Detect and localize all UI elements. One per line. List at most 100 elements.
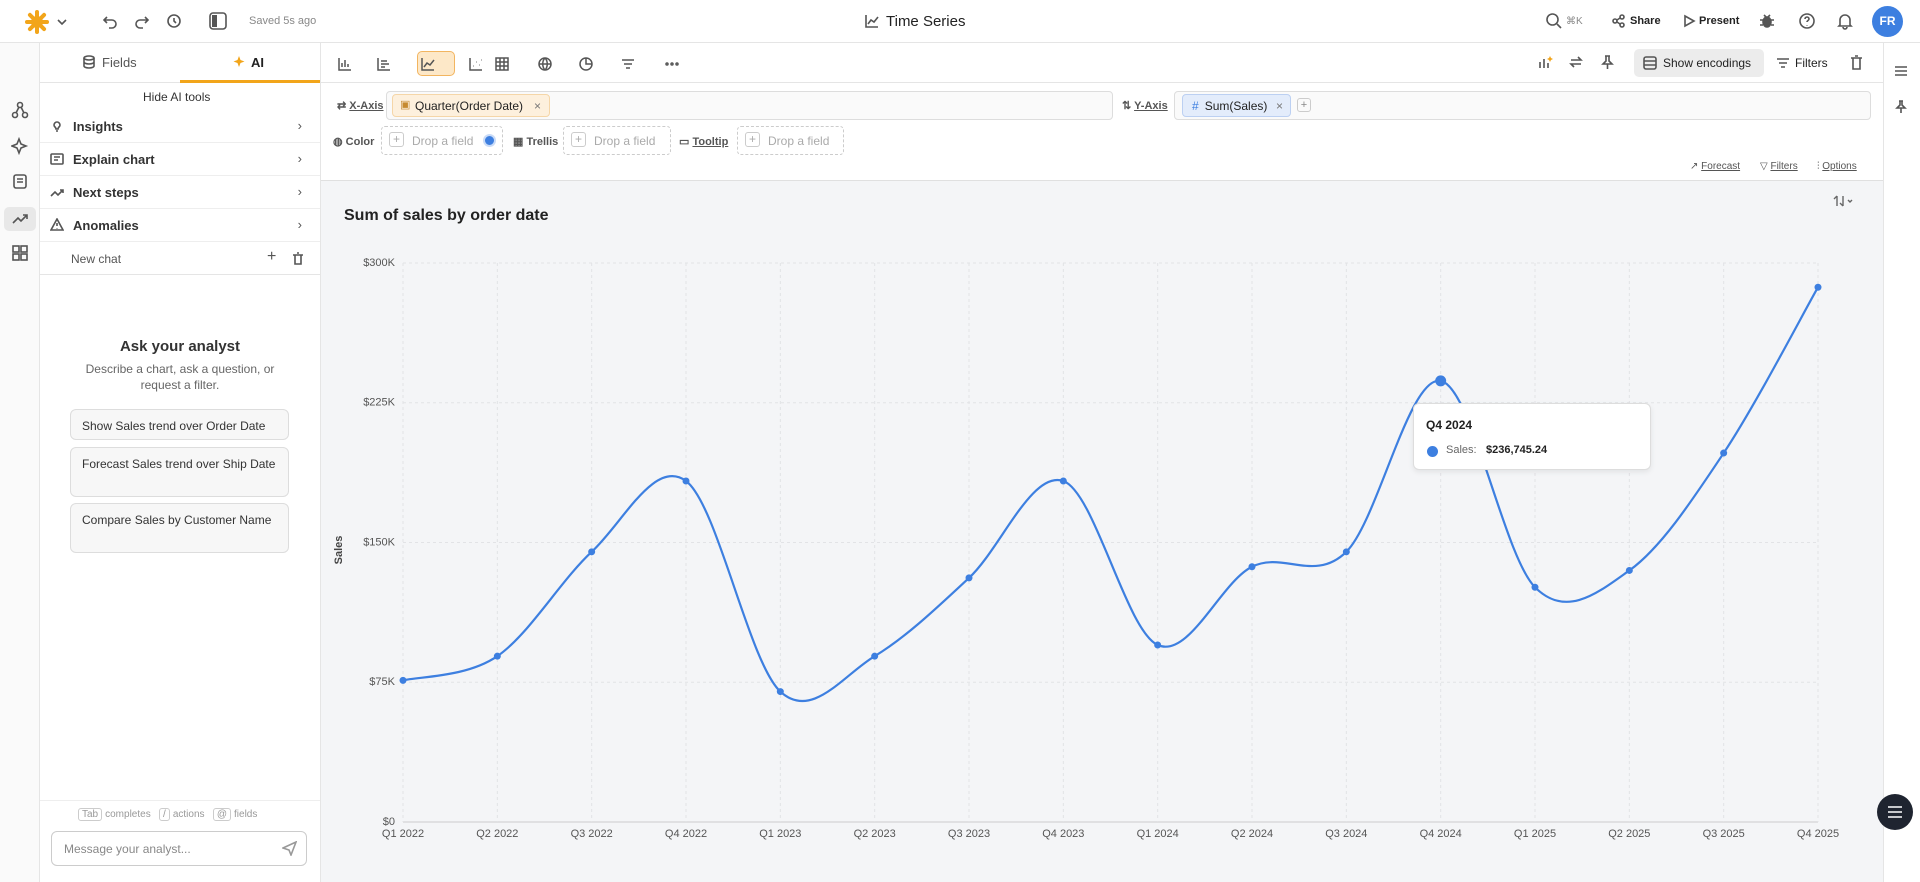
point (1720, 449, 1728, 457)
insights-button[interactable] (1538, 54, 1554, 70)
x-tick-label: Q2 2022 (476, 828, 518, 840)
rail-notes[interactable] (11, 172, 29, 190)
swap-button[interactable] (1568, 54, 1584, 70)
toggle-panel[interactable] (208, 11, 228, 31)
chart-type-icons[interactable] (336, 55, 696, 73)
chart-area (321, 180, 1883, 882)
tab-underline (180, 80, 320, 83)
menu-explain[interactable]: Explain chart › (40, 143, 320, 176)
suggestion[interactable]: Compare Sales by Customer Name (70, 503, 289, 553)
show-encodings-button[interactable]: Show encodings (1634, 49, 1764, 77)
menu-label: Explain chart (73, 152, 155, 167)
x-tick-label: Q3 2025 (1703, 828, 1745, 840)
right-rail-pin[interactable] (1894, 100, 1908, 114)
rail-model[interactable] (11, 101, 29, 119)
history[interactable] (166, 13, 182, 29)
suggestion[interactable]: Forecast Sales trend over Ship Date (70, 447, 289, 497)
forecast-link[interactable]: ↗ Forecast (1690, 161, 1741, 172)
y-axis-label[interactable]: ⇅ Y-Axis (1122, 100, 1168, 112)
x-tick-label: Q1 2022 (382, 828, 424, 840)
ai-icon (233, 56, 245, 67)
drop-text: Drop a field (594, 134, 656, 148)
tooltip-label: Sales: (1446, 444, 1477, 456)
x-tick-label: Q4 2024 (1420, 828, 1462, 840)
show-encodings-label: Show encodings (1663, 56, 1752, 70)
hint-divider (40, 800, 320, 801)
y-tick-label: $150K (363, 536, 395, 548)
debug[interactable] (1758, 12, 1776, 30)
y-axis-text: Y-Axis (1134, 100, 1168, 112)
rail-ai[interactable] (11, 137, 29, 155)
chat-description: Describe a chart, ask a question, or req… (85, 362, 275, 392)
hide-ai-tools[interactable]: Hide AI tools (143, 90, 211, 104)
menu-next-steps[interactable]: Next steps › (40, 176, 320, 209)
point (1342, 548, 1350, 556)
share-icon[interactable] (1612, 14, 1626, 28)
floating-menu[interactable] (1877, 794, 1913, 830)
add-y-field[interactable]: + (1297, 98, 1311, 112)
filters-button[interactable]: Filters (1795, 56, 1828, 70)
present-icon[interactable] (1682, 14, 1696, 28)
point (1625, 566, 1633, 574)
new-chat[interactable]: New chat (71, 252, 122, 266)
rail-chart[interactable] (11, 210, 29, 228)
color-drop[interactable]: + Drop a field (381, 126, 503, 155)
logo-menu[interactable] (56, 16, 68, 28)
chart: Sum of sales by order date Sales $0 $75K $… (333, 195, 1853, 840)
pin-button[interactable] (1599, 54, 1615, 70)
sort-button[interactable] (1833, 195, 1853, 207)
hint-key: Tab (78, 808, 103, 821)
share-button[interactable]: Share (1630, 15, 1661, 27)
undo[interactable] (102, 13, 118, 29)
point (493, 652, 501, 660)
search[interactable] (1545, 12, 1563, 30)
rail-dashboard[interactable] (11, 244, 29, 262)
chat-input[interactable]: Message your analyst... (51, 831, 307, 866)
chart-type-active[interactable] (417, 51, 455, 76)
right-rail-list[interactable] (1894, 64, 1908, 78)
fields-icon (83, 55, 95, 69)
tab-ai[interactable]: AI (251, 55, 264, 70)
save-status: Saved 5s ago (249, 15, 317, 27)
menu-insights[interactable]: Insights › (40, 110, 320, 143)
y-axis-title: Sales (333, 536, 345, 565)
trellis-text: Trellis (526, 136, 559, 148)
suggestion[interactable]: Show Sales trend over Order Date (70, 409, 289, 440)
menu-anomalies[interactable]: Anomalies › (40, 209, 320, 242)
tab-fields[interactable]: Fields (102, 55, 137, 70)
present-button[interactable]: Present (1699, 15, 1740, 27)
x-axis-label[interactable]: ⇄ X-Axis (337, 100, 384, 112)
logo[interactable] (24, 9, 50, 35)
link-text: Filters (1770, 161, 1798, 172)
left-rail (0, 43, 40, 882)
delete-chart[interactable] (1850, 55, 1863, 70)
search-shortcut: ⌘K (1566, 16, 1583, 27)
x-tick-label: Q3 2024 (1325, 828, 1367, 840)
add-chat[interactable]: + (267, 248, 277, 265)
y-field-pill[interactable]: # Sum(Sales) × (1182, 94, 1291, 117)
trellis-drop[interactable]: + Drop a field (563, 126, 671, 155)
x-field-pill[interactable]: Quarter(Order Date) × ▣ (392, 94, 550, 117)
point (588, 548, 596, 556)
notifications[interactable] (1836, 12, 1854, 30)
delete-chat[interactable] (292, 252, 304, 266)
input-placeholder: Message your analyst... (64, 842, 191, 856)
filters-icon[interactable] (1776, 56, 1790, 70)
options-link[interactable]: ⫶ Options (1817, 161, 1857, 172)
y-tick-label: $0 (383, 816, 395, 828)
avatar[interactable]: FR (1872, 6, 1903, 37)
redo[interactable] (134, 13, 150, 29)
x-tick-label: Q1 2023 (759, 828, 801, 840)
hint-key: / (159, 808, 170, 821)
tooltip-title: Q4 2024 (1426, 418, 1473, 432)
chat-bar (40, 242, 320, 275)
x-tick-label: Q1 2024 (1137, 828, 1179, 840)
menu-label: Anomalies (73, 218, 139, 233)
tooltip-value: $236,745.24 (1486, 444, 1548, 456)
tooltip-text: Tooltip (692, 136, 729, 148)
tooltip-drop[interactable]: + Drop a field (737, 126, 844, 155)
right-rail (1883, 43, 1920, 882)
filters-link[interactable]: ▽ Filters (1760, 161, 1798, 172)
help[interactable] (1798, 12, 1816, 30)
